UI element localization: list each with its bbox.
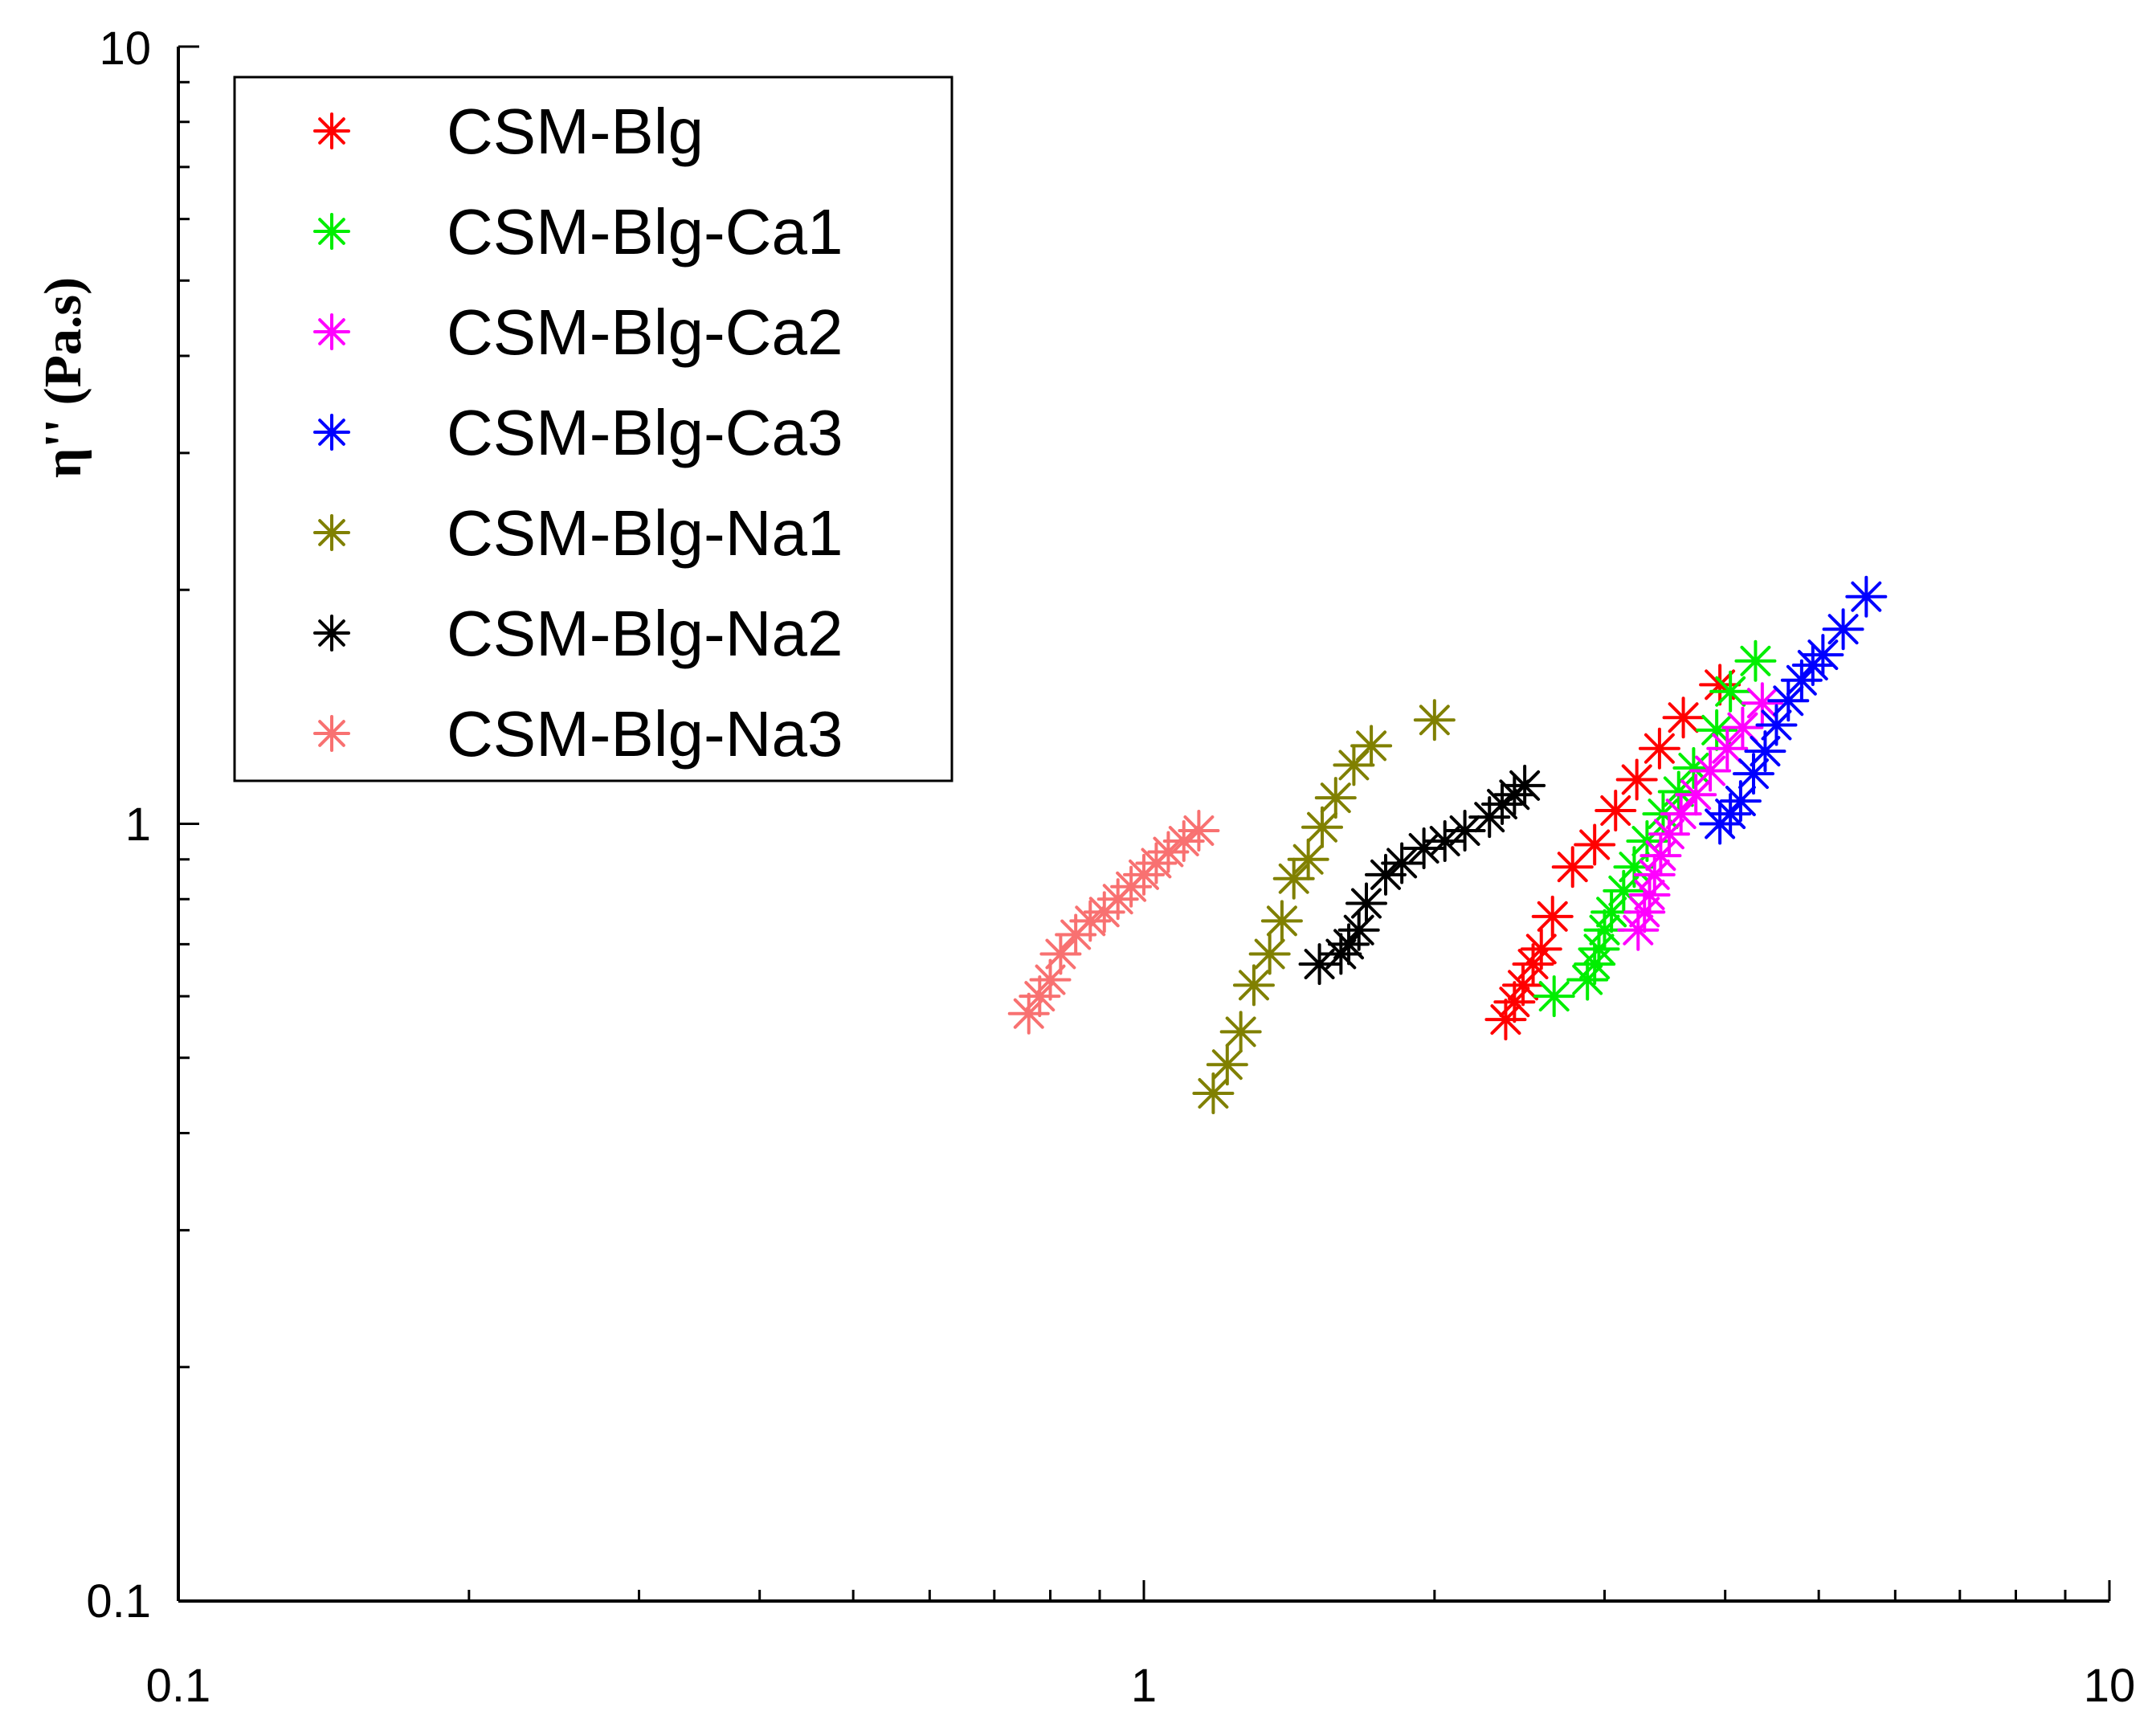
legend-label: CSM-Blg-Ca1 — [447, 196, 843, 268]
data-point — [1709, 670, 1752, 713]
data-point — [1744, 730, 1786, 773]
x-tick-label-2: 10 — [2084, 1660, 2136, 1712]
legend-items: CSM-Blg CSM-Blg-Ca1 CSM-Blg-Ca2 CSM-Blg-Ca3… — [313, 96, 843, 770]
legend: CSM-Blg CSM-Blg-Ca1 CSM-Blg-Ca2 CSM-Blg-Ca3… — [233, 76, 953, 782]
legend-marker — [313, 213, 350, 250]
data-point — [1423, 820, 1466, 863]
data-point — [1493, 981, 1536, 1023]
data-point — [1260, 900, 1303, 942]
legend-item: CSM-Blg-Ca3 — [313, 397, 843, 468]
data-point — [1699, 664, 1742, 706]
data-point — [1178, 809, 1220, 852]
data-point — [1578, 928, 1620, 970]
data-point — [1802, 634, 1844, 676]
legend-item: CSM-Blg — [313, 96, 704, 167]
legend-marker — [313, 715, 350, 752]
legend-marker — [313, 414, 350, 451]
data-point — [1350, 725, 1393, 767]
data-point — [1333, 744, 1375, 786]
data-point — [1689, 750, 1732, 792]
data-point — [1533, 975, 1575, 1018]
data-point — [1337, 909, 1380, 951]
series-3 — [1617, 682, 1783, 951]
x-ticks — [177, 1580, 2111, 1601]
x-tick-label-0: 0.1 — [146, 1660, 211, 1712]
series-group — [1007, 575, 1888, 1115]
x-tick-label-1: 1 — [1131, 1660, 1157, 1712]
data-point — [1574, 823, 1616, 866]
y-axis-title: η'' (Pa.s) — [34, 277, 92, 478]
data-point — [1662, 696, 1705, 739]
data-point — [1675, 774, 1717, 816]
legend-marker — [313, 313, 350, 350]
series-4 — [1699, 575, 1888, 845]
legend-marker — [313, 112, 350, 149]
data-point — [1206, 1044, 1248, 1086]
data-point — [1365, 853, 1407, 896]
data-point — [1638, 727, 1680, 770]
data-point — [1039, 933, 1082, 975]
data-point — [1595, 790, 1637, 832]
legend-label: CSM-Blg-Ca2 — [447, 296, 843, 368]
data-point — [1301, 806, 1343, 848]
data-point — [1734, 639, 1777, 682]
data-point — [1232, 964, 1275, 1007]
data-point — [1520, 928, 1562, 970]
data-point — [1780, 659, 1823, 701]
data-point — [1413, 699, 1456, 741]
y-tick-label-2: 10 — [99, 22, 151, 75]
legend-item: CSM-Blg-Na3 — [313, 698, 843, 770]
data-point — [1822, 608, 1864, 651]
data-point — [1192, 1072, 1235, 1115]
data-point — [1732, 753, 1774, 795]
data-point — [1504, 764, 1546, 807]
legend-label: CSM-Blg-Na3 — [447, 698, 843, 770]
data-point — [1628, 874, 1671, 917]
data-point — [1502, 964, 1545, 1007]
legend-label: CSM-Blg — [447, 96, 704, 167]
series-7 — [1007, 809, 1220, 1035]
legend-item: CSM-Blg-Na2 — [313, 598, 843, 669]
data-point — [1617, 909, 1660, 951]
series-5 — [1192, 699, 1456, 1115]
legend-label: CSM-Blg-Na1 — [447, 497, 843, 569]
data-point — [1660, 793, 1702, 835]
legend-item: CSM-Blg-Na1 — [313, 497, 843, 569]
data-point — [1566, 958, 1609, 1001]
data-point — [1623, 891, 1666, 933]
data-point — [1314, 777, 1357, 819]
data-point — [1147, 831, 1190, 873]
legend-label: CSM-Blg-Ca3 — [447, 397, 843, 468]
data-point — [1248, 933, 1291, 975]
y-tick-label-0: 0.1 — [86, 1575, 151, 1628]
legend-marker — [313, 514, 350, 551]
data-point — [1706, 727, 1749, 770]
data-point — [1615, 758, 1658, 801]
data-point — [1287, 838, 1329, 880]
data-point — [1381, 842, 1423, 884]
series-1 — [1484, 664, 1742, 1041]
legend-item: CSM-Blg-Ca2 — [313, 296, 843, 368]
data-point — [1219, 1011, 1262, 1053]
data-point — [1845, 575, 1888, 618]
legend-item: CSM-Blg-Ca1 — [313, 196, 843, 268]
data-point — [1531, 895, 1574, 937]
series-6 — [1298, 764, 1546, 986]
legend-marker — [313, 615, 350, 652]
y-ticks — [178, 45, 199, 1603]
legend-box — [233, 76, 953, 782]
data-point — [1345, 882, 1387, 925]
data-point — [1007, 992, 1050, 1035]
data-point — [1741, 682, 1783, 725]
y-tick-label-1: 1 — [125, 799, 151, 851]
legend-label: CSM-Blg-Na2 — [447, 598, 843, 669]
data-point — [1648, 813, 1690, 856]
